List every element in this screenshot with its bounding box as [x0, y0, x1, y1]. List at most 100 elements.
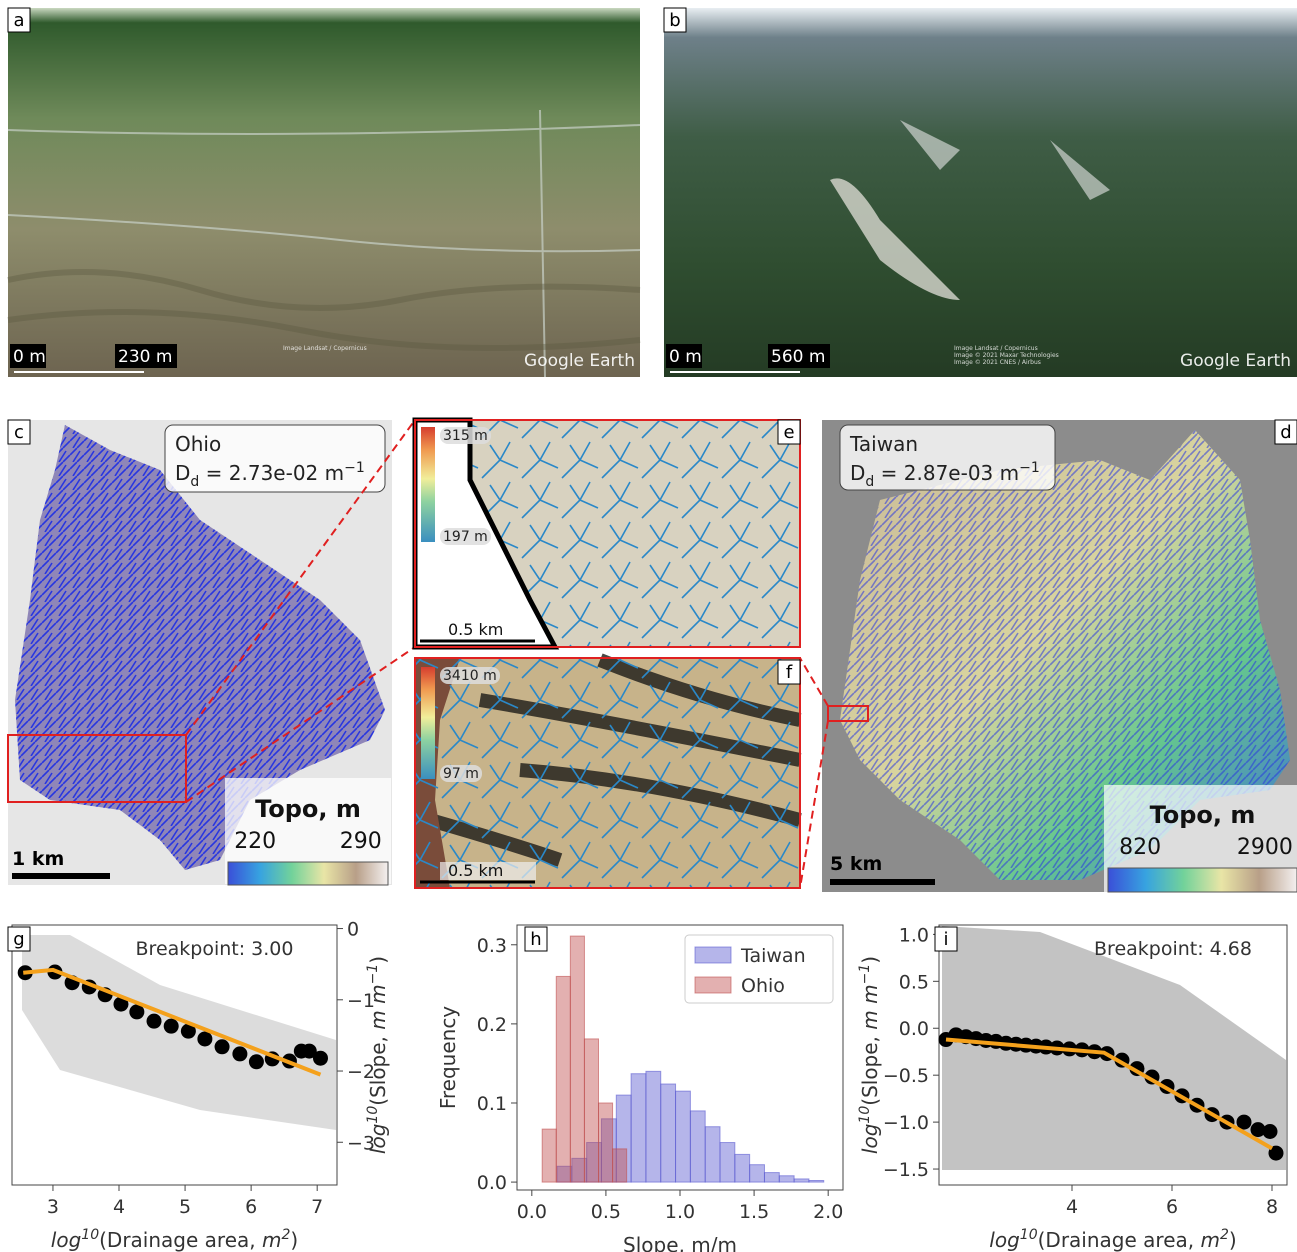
point-cloud: [22, 935, 336, 1130]
label-part: −1: [344, 460, 365, 476]
site-name: Ohio: [175, 432, 221, 456]
bar: [809, 1181, 824, 1183]
label-part: D: [175, 461, 190, 485]
label-part: 10: [81, 1227, 99, 1243]
y-axis-label: log10(Slope, m m−1): [365, 956, 390, 1154]
bar: [584, 1039, 598, 1182]
x-tick-label: 1.0: [665, 1201, 695, 1223]
panel-label: f: [786, 662, 793, 683]
y-tick-label: −1.0: [883, 1112, 929, 1134]
label-part: d: [190, 474, 199, 490]
label-part: D: [850, 461, 865, 485]
watermark: Google Earth: [1180, 351, 1291, 371]
bar: [661, 1084, 676, 1182]
credit: Image © 2021 Maxar Technologies: [954, 352, 1059, 359]
y-tick-label: 0.0: [899, 1018, 929, 1040]
label-part: = 2.73e-02 m: [199, 461, 344, 485]
bar: [570, 936, 584, 1182]
legend-swatch: [695, 977, 731, 993]
binned-point: [147, 1014, 162, 1029]
bar: [646, 1071, 661, 1182]
bar: [542, 1129, 556, 1182]
y-tick-label: 0.0: [477, 1172, 507, 1194]
scale-label: 230 m: [118, 347, 172, 367]
label-part: ): [1229, 1228, 1237, 1252]
y-tick-label: 0.1: [477, 1093, 507, 1115]
bar: [556, 976, 570, 1182]
colorbar-tick: 315 m: [443, 428, 488, 444]
credit: Image © 2021 CNES / Airbus: [954, 359, 1041, 366]
bar: [750, 1165, 765, 1182]
label-part: (Drainage area,: [1038, 1228, 1201, 1252]
watermark: Google Earth: [524, 351, 635, 371]
label-part: 10: [1020, 1227, 1038, 1243]
colorbar-tick: 2900: [1237, 835, 1293, 860]
x-tick-label: 6: [245, 1196, 257, 1218]
bar: [631, 1074, 646, 1182]
x-tick-label: 4: [1066, 1196, 1078, 1218]
x-axis-label: log10(Drainage area, m2): [51, 1227, 298, 1252]
photo-a: [8, 8, 640, 377]
label-part: −1: [857, 964, 873, 985]
y-tick-label: 0: [347, 919, 359, 941]
x-tick-label: 8: [1266, 1196, 1278, 1218]
y-axis-label: Frequency: [436, 1006, 460, 1109]
panel-label: i: [943, 929, 948, 950]
annotation: Breakpoint: 4.68: [1094, 938, 1252, 960]
x-axis-label: log10(Drainage area, m2): [989, 1227, 1236, 1252]
credit: Image Landsat / Copernicus: [954, 345, 1038, 352]
y-tick-label: 1.0: [899, 924, 929, 946]
binned-point: [164, 1019, 179, 1034]
bar: [613, 1149, 627, 1182]
x-tick-label: 6: [1166, 1196, 1178, 1218]
colorbar: [228, 862, 388, 885]
binned-point: [232, 1046, 247, 1061]
label-part: (Drainage area,: [99, 1228, 262, 1252]
colorbar: [1108, 868, 1297, 892]
colorbar-tick: 197 m: [443, 529, 488, 545]
label-part: log: [51, 1228, 82, 1252]
bar: [764, 1173, 779, 1182]
colorbar-title: Topo, m: [1150, 801, 1256, 829]
label-part: m m: [858, 984, 882, 1029]
scale-label: 5 km: [830, 853, 882, 875]
colorbar-tick: 220: [234, 829, 276, 854]
bar: [779, 1176, 794, 1182]
panel-label: h: [530, 929, 541, 950]
scale-label: 560 m: [771, 347, 825, 367]
panel-label: e: [783, 422, 794, 443]
panel-label: d: [1280, 422, 1291, 443]
label-part: (Slope,: [366, 1030, 390, 1106]
binned-point: [197, 1031, 212, 1046]
label-part: log: [366, 1124, 390, 1155]
y-axis-label: log10(Slope, m m−1): [857, 956, 882, 1154]
label-part: −1: [365, 964, 381, 985]
credit: Image Landsat / Copernicus: [283, 345, 367, 352]
label-part: m m: [366, 984, 390, 1029]
label-part: (Slope,: [858, 1030, 882, 1106]
colorbar-f: [421, 667, 435, 779]
bar: [690, 1111, 705, 1182]
x-tick-label: 7: [311, 1196, 323, 1218]
bar: [720, 1143, 735, 1183]
bar: [794, 1179, 809, 1182]
y-tick-label: −1.5: [883, 1159, 929, 1181]
x-tick-label: 5: [179, 1196, 191, 1218]
x-tick-label: 4: [113, 1196, 125, 1218]
x-tick-label: 3: [47, 1196, 59, 1218]
label-part: ): [366, 956, 390, 964]
photo-b: [664, 8, 1297, 377]
label-part: 10: [365, 1106, 381, 1124]
panel-label: a: [13, 10, 24, 31]
x-tick-label: 1.5: [739, 1201, 769, 1223]
label-part: ): [290, 1228, 298, 1252]
scale-label: 0.5 km: [448, 861, 503, 880]
label-part: 10: [857, 1106, 873, 1124]
annotation: Breakpoint: 3.00: [136, 938, 294, 960]
label-part: log: [858, 1124, 882, 1155]
bar: [599, 1103, 613, 1182]
scale-label: 0.5 km: [448, 620, 503, 639]
x-axis-label: Slope, m/m: [623, 1233, 737, 1252]
site-name: Taiwan: [849, 432, 918, 456]
x-tick-label: 0.0: [517, 1201, 547, 1223]
